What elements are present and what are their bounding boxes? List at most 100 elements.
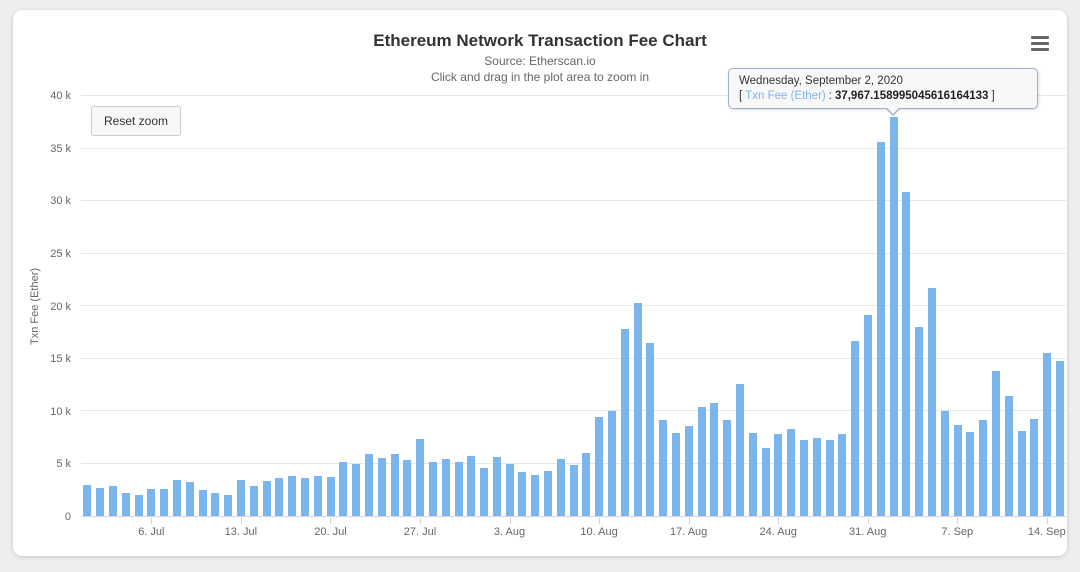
bar[interactable] (864, 315, 872, 516)
x-tick-label: 7. Sep (941, 526, 974, 538)
bar[interactable] (684, 425, 693, 516)
bar[interactable] (428, 462, 437, 516)
bar[interactable] (198, 489, 207, 516)
bar[interactable] (915, 327, 924, 516)
hamburger-icon (1031, 47, 1049, 51)
bar[interactable] (172, 480, 181, 516)
tooltip-value-row: [Txn Fee (Ether):37,967.1589950456161641… (739, 90, 1027, 102)
bar[interactable] (672, 433, 681, 516)
bar[interactable] (505, 463, 514, 516)
x-tick-mark (688, 518, 690, 524)
bar[interactable] (582, 453, 591, 516)
bar[interactable] (147, 488, 156, 516)
bar[interactable] (569, 464, 578, 516)
bar[interactable] (1017, 430, 1026, 516)
bar[interactable] (595, 417, 604, 516)
gridline (81, 305, 1066, 306)
bar[interactable] (966, 432, 975, 516)
bar[interactable] (416, 439, 425, 516)
bar[interactable] (339, 462, 348, 516)
x-tick-mark (509, 518, 511, 524)
bar[interactable] (1030, 419, 1039, 516)
tooltip-arrow (886, 107, 900, 114)
bar[interactable] (326, 477, 335, 516)
bar[interactable] (96, 487, 105, 516)
bar[interactable] (544, 470, 553, 516)
bar[interactable] (160, 488, 169, 516)
bar[interactable] (249, 485, 258, 516)
bar[interactable] (620, 329, 629, 516)
bar[interactable] (736, 383, 745, 516)
bar[interactable] (224, 495, 233, 516)
x-tick-label: 14. Sep (1027, 526, 1066, 538)
bar[interactable] (441, 459, 450, 516)
bar[interactable] (991, 371, 1000, 516)
context-menu-button[interactable] (1027, 31, 1053, 55)
bar[interactable] (262, 481, 271, 516)
bar[interactable] (364, 454, 373, 516)
bar[interactable] (454, 462, 463, 516)
bar[interactable] (723, 420, 732, 516)
bar[interactable] (531, 475, 540, 516)
bar[interactable] (467, 456, 476, 516)
bar[interactable] (838, 434, 847, 516)
bar[interactable] (940, 411, 949, 516)
reset-zoom-button[interactable]: Reset zoom (91, 106, 182, 136)
bar[interactable] (787, 428, 796, 516)
bar[interactable] (761, 447, 770, 516)
bar[interactable] (1004, 396, 1013, 516)
bar[interactable] (710, 402, 719, 516)
bar[interactable] (927, 288, 936, 516)
bar[interactable] (812, 438, 821, 516)
bar[interactable] (1055, 360, 1064, 516)
bar[interactable] (851, 340, 860, 516)
x-tick-label: 13. Jul (224, 526, 258, 538)
bar[interactable] (300, 478, 309, 516)
bar[interactable] (697, 406, 706, 516)
x-tick-label: 24. Aug (759, 526, 797, 538)
bar[interactable] (633, 302, 642, 516)
bar[interactable] (608, 411, 617, 516)
bar[interactable] (108, 485, 117, 516)
x-tick-mark (599, 518, 601, 524)
bar[interactable] (800, 440, 809, 516)
tooltip-series-label: Txn Fee (Ether) (745, 90, 826, 102)
bar[interactable] (83, 484, 92, 516)
bar[interactable] (556, 459, 565, 516)
bars-container (81, 96, 1066, 516)
bar[interactable] (774, 434, 783, 516)
bar[interactable] (377, 458, 386, 516)
bar[interactable] (480, 467, 489, 516)
bar[interactable] (185, 482, 194, 516)
bar[interactable] (748, 433, 757, 516)
bar[interactable] (211, 492, 220, 516)
bar[interactable] (275, 478, 284, 516)
x-tick-label: 20. Jul (314, 526, 347, 538)
bar[interactable] (646, 342, 655, 516)
bar[interactable] (659, 420, 668, 516)
bar-highlighted[interactable] (889, 117, 898, 516)
bar[interactable] (979, 420, 988, 516)
bar[interactable] (236, 480, 245, 516)
y-tick-label: 25 k (50, 247, 71, 260)
bar[interactable] (518, 471, 527, 516)
bar[interactable] (121, 492, 130, 516)
bar[interactable] (876, 142, 885, 516)
plot-area[interactable] (81, 95, 1066, 517)
bar[interactable] (953, 424, 962, 516)
bar[interactable] (825, 440, 834, 516)
y-axis-labels: 0 5 k 10 k 15 k 20 k 25 k 30 k 35 k 40 k (13, 90, 71, 523)
gridline (81, 252, 1066, 254)
bar[interactable] (390, 454, 399, 516)
bar[interactable] (134, 495, 143, 516)
bar[interactable] (902, 191, 911, 516)
bar[interactable] (492, 457, 501, 516)
bar[interactable] (288, 476, 297, 516)
gridline (81, 357, 1066, 359)
x-tick-mark (151, 518, 153, 524)
bar[interactable] (313, 476, 322, 516)
bar[interactable] (1043, 353, 1052, 516)
bar[interactable] (352, 463, 361, 516)
bar[interactable] (403, 460, 412, 516)
